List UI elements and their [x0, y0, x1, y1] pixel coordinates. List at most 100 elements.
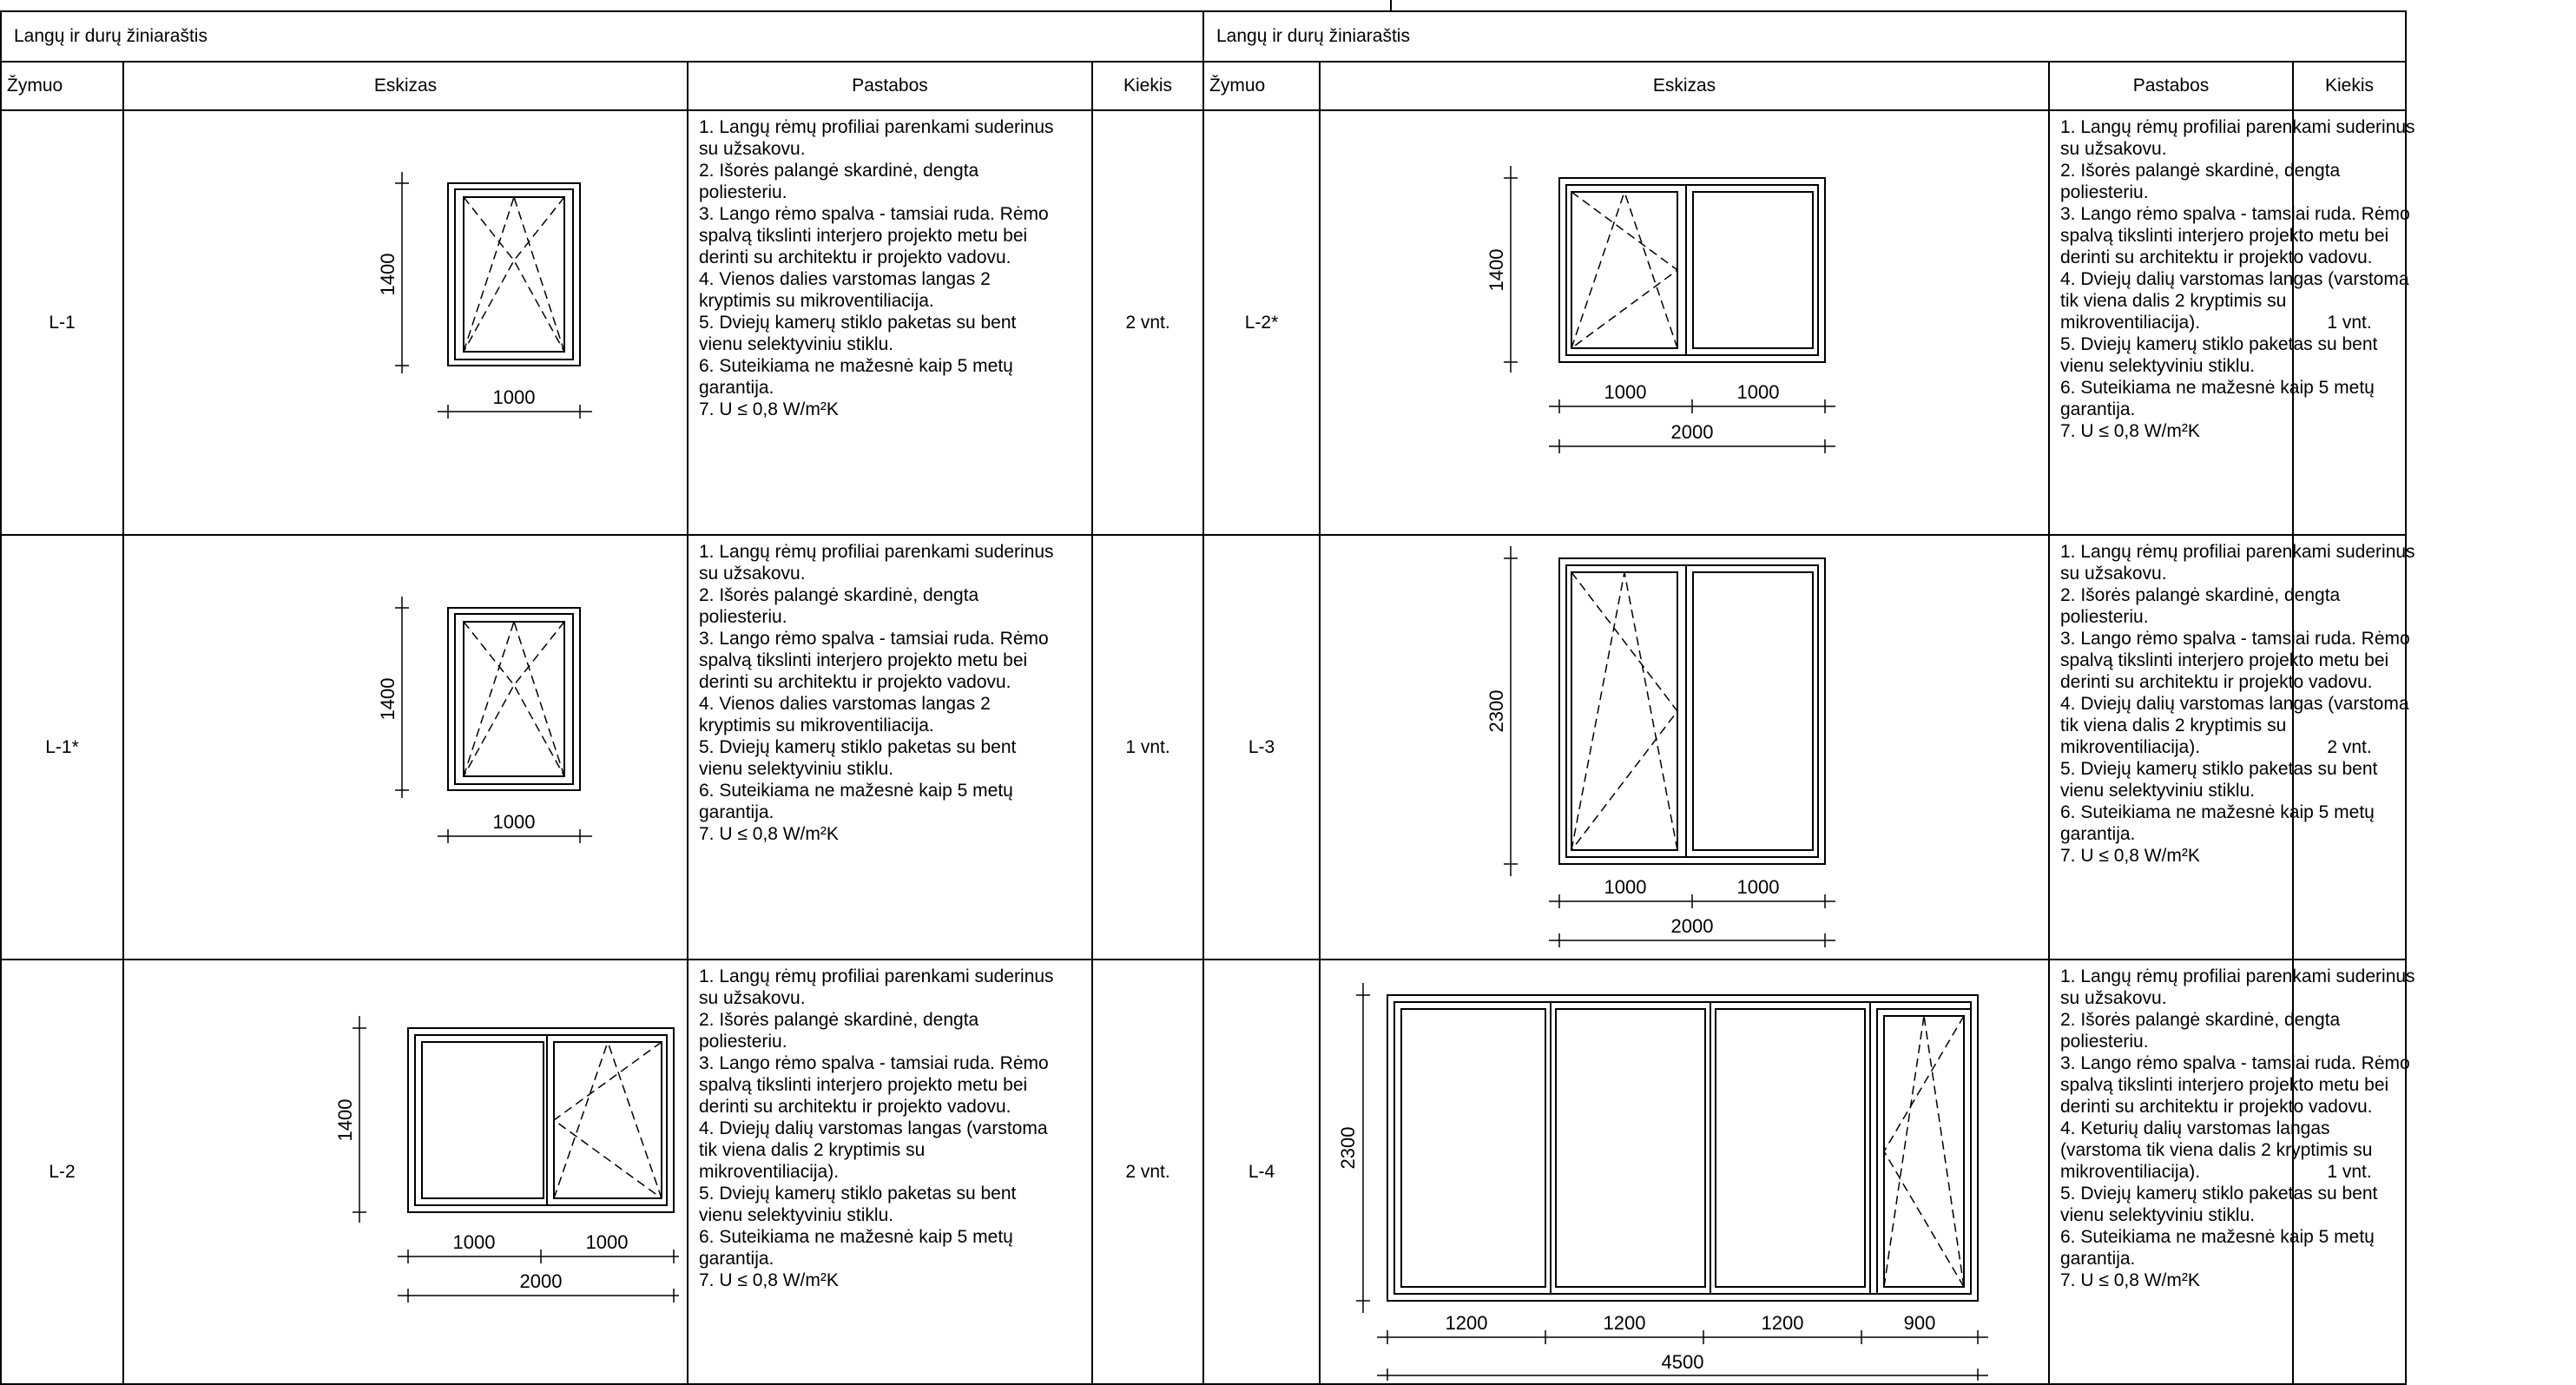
note-line: derinti su architektu ir projekto vadovu… [699, 672, 1011, 692]
width-label: 1200 [1446, 1312, 1488, 1334]
note-line: derinti su architektu ir projekto vadovu… [699, 1097, 1011, 1117]
schedule-table-right: Langų ir durų žiniaraštis Žymuo Eskizas … [1202, 10, 2415, 1385]
note-line: derinti su architektu ir projekto vadovu… [2060, 672, 2373, 692]
window-drawing-l2: 1000 1000 2000 1400 [334, 1015, 679, 1303]
note-line: 4. Keturių dalių varstomas langas [2060, 1118, 2330, 1138]
notes-block: 1. Langų rėmų profiliai parenkami suderi… [687, 109, 1093, 536]
width-label: 1000 [586, 1231, 629, 1253]
note-line: poliesteriu. [699, 1032, 787, 1052]
notes-block: 1. Langų rėmų profiliai parenkami suderi… [687, 534, 1093, 960]
note-line: 6. Suteikiama ne mažesnė kaip 5 metų [699, 781, 1013, 801]
note-line: poliesteriu. [2060, 1032, 2149, 1052]
height-label: 2300 [1337, 1126, 1359, 1169]
note-line: garantija. [2060, 1249, 2136, 1269]
notes-block: 1. Langų rėmų profiliai parenkami suderi… [2048, 109, 2415, 536]
note-line: 2. Išorės palangė skardinė, dengta [2060, 161, 2341, 181]
notes-block: 1. Langų rėmų profiliai parenkami suderi… [2048, 534, 2415, 960]
note-line: poliesteriu. [2060, 607, 2149, 627]
note-line: 3. Lango rėmo spalva - tamsiai ruda. Rėm… [699, 629, 1049, 649]
note-line: 5. Dviejų kamerų stiklo paketas su bent [2060, 759, 2378, 779]
width-label: 1000 [453, 1231, 496, 1253]
note-line: 1. Langų rėmų profiliai parenkami suderi… [2060, 542, 2415, 562]
note-line: 2. Išorės palangė skardinė, dengta [699, 1010, 979, 1030]
note-line: poliesteriu. [699, 607, 787, 627]
table-title: Langų ir durų žiniaraštis [1202, 10, 2408, 63]
width-label: 1000 [1604, 876, 1647, 898]
top-tick [1390, 0, 1392, 10]
note-line: 2. Išorės palangė skardinė, dengta [699, 585, 979, 605]
width-label: 1200 [1604, 1312, 1646, 1334]
note-line: derinti su architektu ir projekto vadovu… [699, 247, 1011, 267]
total-width-label: 4500 [1662, 1351, 1704, 1373]
note-line: mikroventiliacija). [2060, 313, 2201, 333]
note-line: spalvą tikslinti interjero projekto metu… [2060, 1075, 2389, 1095]
note-line: vienu selektyviniu stiklu. [699, 334, 894, 354]
note-line: 5. Dviejų kamerų stiklo paketas su bent [699, 737, 1017, 757]
table-row: L-1 [0, 109, 1205, 536]
note-line: su užsakovu. [699, 564, 806, 584]
note-line: tik viena dalis 2 kryptimis su [2060, 716, 2287, 735]
note-line: su užsakovu. [2060, 988, 2167, 1008]
note-line: 1. Langų rėmų profiliai parenkami suderi… [699, 117, 1054, 137]
width-label: 1200 [1762, 1312, 1804, 1334]
window-mark: L-3 [1202, 534, 1321, 960]
table-row: L-1* [0, 534, 1205, 960]
header-notes: Pastabos [687, 61, 1093, 111]
schedule-table-left: Langų ir durų žiniaraštis Žymuo Eskizas … [0, 10, 1205, 1385]
window-sketch: 1000 1400 [122, 109, 688, 536]
note-line: 5. Dviejų kamerų stiklo paketas su bent [699, 1184, 1017, 1204]
note-line: poliesteriu. [699, 182, 787, 202]
width-label: 1000 [1604, 381, 1647, 403]
note-line: 3. Lango rėmo spalva - tamsiai ruda. Rėm… [2060, 629, 2410, 649]
quantity: 1 vnt. [2291, 109, 2408, 536]
top-border [0, 0, 2576, 10]
note-line: 6. Suteikiama ne mažesnė kaip 5 metų [2060, 802, 2375, 822]
window-drawing-l1-star: 1000 1400 [377, 596, 592, 843]
note-line: 6. Suteikiama ne mažesnė kaip 5 metų [699, 356, 1013, 376]
note-line: 2. Išorės palangė skardinė, dengta [2060, 1010, 2341, 1030]
window-drawing-l1: 1000 1400 [377, 171, 592, 419]
note-line: kryptimis su mikroventiliacija. [699, 291, 934, 311]
note-line: 6. Suteikiama ne mažesnė kaip 5 metų [2060, 378, 2375, 398]
table-row: L-2 [0, 959, 1205, 1385]
note-line: mikroventiliacija). [2060, 737, 2201, 757]
height-label: 1400 [334, 1098, 356, 1141]
note-line: 5. Dviejų kamerų stiklo paketas su bent [2060, 334, 2378, 354]
header-sketch: Eskizas [1319, 61, 2050, 111]
header-sketch: Eskizas [122, 61, 688, 111]
window-mark: L-1* [0, 534, 124, 960]
note-line: tik viena dalis 2 kryptimis su [2060, 291, 2287, 311]
width-label: 1000 [1737, 876, 1780, 898]
note-line: (varstoma tik viena dalis 2 kryptimis su [2060, 1140, 2373, 1160]
note-line: spalvą tikslinti interjero projekto metu… [2060, 650, 2389, 670]
note-line: 6. Suteikiama ne mažesnė kaip 5 metų [2060, 1227, 2375, 1247]
note-line: vienu selektyviniu stiklu. [699, 759, 894, 779]
note-line: 7. U ≤ 0,8 W/m²K [699, 1270, 839, 1290]
header-mark: Žymuo [1202, 61, 1321, 111]
header-qty: Kiekis [1090, 61, 1205, 111]
note-line: su užsakovu. [2060, 564, 2167, 584]
height-label: 1400 [377, 677, 399, 720]
note-line: spalvą tikslinti interjero projekto metu… [2060, 226, 2389, 246]
note-line: garantija. [2060, 824, 2136, 844]
width-label: 1000 [493, 811, 536, 833]
note-line: 7. U ≤ 0,8 W/m²K [2060, 1270, 2200, 1290]
window-mark: L-1 [0, 109, 124, 536]
table-title: Langų ir durų žiniaraštis [0, 10, 1205, 63]
note-line: garantija. [699, 802, 774, 822]
note-line: 2. Išorės palangė skardinė, dengta [2060, 585, 2341, 605]
note-line: mikroventiliacija). [2060, 1162, 2201, 1182]
note-line: garantija. [699, 1249, 774, 1269]
window-sketch: 1200 1200 1200 900 4500 2300 [1319, 959, 2050, 1385]
window-mark: L-2* [1202, 109, 1321, 536]
note-line: 3. Lango rėmo spalva - tamsiai ruda. Rėm… [2060, 1053, 2410, 1073]
note-line: su užsakovu. [699, 139, 806, 159]
note-line: vienu selektyviniu stiklu. [2060, 781, 2256, 801]
note-line: 4. Vienos dalies varstomas langas 2 [699, 269, 991, 289]
note-line: 1. Langų rėmų profiliai parenkami suderi… [2060, 117, 2415, 137]
note-line: 1. Langų rėmų profiliai parenkami suderi… [2060, 966, 2415, 986]
width-label: 1000 [1737, 381, 1780, 403]
total-width-label: 2000 [1671, 915, 1714, 937]
note-line: 6. Suteikiama ne mažesnė kaip 5 metų [699, 1227, 1013, 1247]
note-line: 7. U ≤ 0,8 W/m²K [699, 399, 839, 419]
